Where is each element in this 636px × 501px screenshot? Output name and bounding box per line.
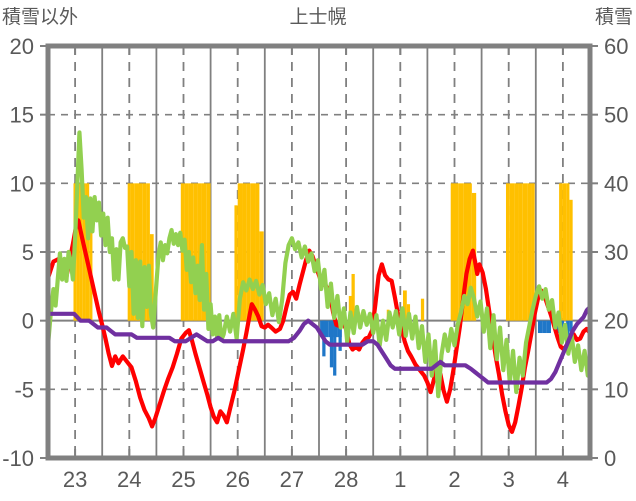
x-axis-tick: 27 [280,467,304,492]
left-axis-title: 積雪以外 [2,6,79,28]
y2-axis-tick: 10 [604,377,628,402]
x-axis-tick: 28 [334,467,358,492]
y-axis-tick: -5 [14,377,34,402]
plot-frame [40,43,598,461]
y-axis-tick: 20 [10,34,34,59]
y2-axis-tick: 20 [604,309,628,334]
x-axis-tick: 2 [448,467,460,492]
x-axis-tick: 4 [557,467,569,492]
x-axis-tick: 26 [225,467,249,492]
y-axis-tick: -10 [2,446,34,471]
y2-axis-tick: 30 [604,240,628,265]
y2-axis-tick: 60 [604,34,628,59]
y2-axis-tick: 0 [604,446,616,471]
y2-axis-tick: 40 [604,171,628,196]
y-axis-tick: 10 [10,171,34,196]
y-axis-tick: 0 [22,309,34,334]
line-series [45,130,593,435]
page-title: 上士幌 [289,6,347,28]
right-axis-title: 積雪 [594,6,633,28]
x-axis-tick: 23 [63,467,87,492]
x-axis-tick: 25 [171,467,195,492]
x-axis-tick: 1 [394,467,406,492]
y-axis-tick: 15 [10,103,34,128]
y2-axis-tick: 50 [604,103,628,128]
x-axis-tick: 3 [503,467,515,492]
x-axis-tick: 24 [117,467,141,492]
y-axis-tick: 5 [22,240,34,265]
